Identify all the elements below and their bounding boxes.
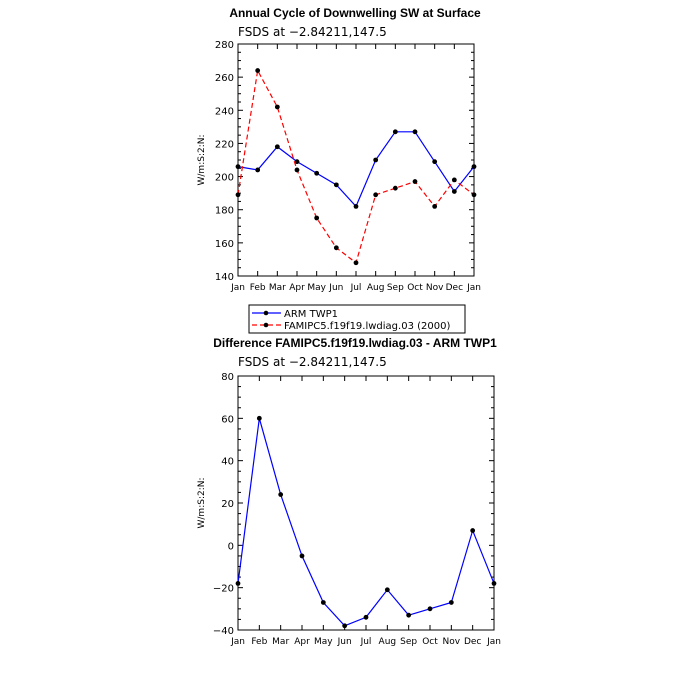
bottom-series-0-point bbox=[235, 581, 241, 586]
top-xtick-label: Oct bbox=[407, 283, 423, 293]
top-series-1-point bbox=[451, 177, 457, 183]
top-series-0-point bbox=[432, 159, 438, 165]
bottom-chart-subtitle: FSDS at −2.84211,147.5 bbox=[238, 355, 387, 369]
top-xtick-label: Feb bbox=[250, 283, 266, 293]
top-xtick-label: Mar bbox=[269, 283, 286, 293]
top-chart-subtitle: FSDS at −2.84211,147.5 bbox=[238, 25, 387, 39]
top-series-1-point bbox=[294, 167, 300, 173]
top-series-0-point bbox=[294, 159, 300, 165]
bottom-xtick-label: Jan bbox=[230, 637, 245, 647]
top-series-1-point bbox=[353, 260, 359, 266]
top-xtick-label: Jul bbox=[350, 283, 362, 293]
bottom-chart-ylabel: W/m:S:2:N: bbox=[197, 478, 207, 529]
legend-marker-arm bbox=[263, 310, 269, 316]
bottom-series-0-point bbox=[320, 600, 326, 605]
top-series-0-point bbox=[451, 189, 457, 194]
bottom-series-0-point bbox=[448, 600, 454, 605]
bottom-xtick-label: Sep bbox=[400, 637, 417, 647]
top-series-0-point bbox=[255, 167, 261, 173]
bottom-series-0-point bbox=[470, 528, 476, 533]
bottom-xtick-label: Jul bbox=[360, 637, 372, 647]
top-series-0-point bbox=[392, 129, 398, 135]
top-xtick-label: Jan bbox=[466, 283, 481, 293]
bottom-xtick-label: Apr bbox=[294, 637, 310, 647]
top-series-0-point bbox=[353, 204, 359, 209]
top-ytick-label: 260 bbox=[215, 73, 234, 84]
top-series-0-point bbox=[412, 129, 418, 135]
legend-label-model: FAMIPC5.f19f19.lwdiag.03 (2000) bbox=[284, 321, 450, 332]
top-series-1-point bbox=[373, 192, 379, 198]
bottom-xtick-label: Dec bbox=[464, 637, 481, 647]
bottom-ytick-label: 0 bbox=[228, 541, 234, 552]
legend-marker-model bbox=[263, 322, 269, 328]
bottom-chart-panel: Difference FAMIPC5.f19f19.lwdiag.03 - AR… bbox=[197, 336, 501, 647]
top-chart-panel: Annual Cycle of Downwelling SW at Surfac… bbox=[197, 6, 481, 293]
top-series-0-point bbox=[373, 157, 379, 163]
top-series-0-point bbox=[471, 164, 477, 170]
top-series-1-point bbox=[471, 192, 477, 198]
bottom-ytick-label: −20 bbox=[213, 584, 234, 595]
legend-label-arm: ARM TWP1 bbox=[284, 309, 338, 320]
top-ytick-label: 180 bbox=[215, 206, 234, 217]
bottom-ytick-label: 40 bbox=[221, 457, 234, 468]
top-series-0-point bbox=[314, 170, 320, 176]
top-ytick-label: 160 bbox=[215, 239, 234, 250]
bottom-xtick-label: Mar bbox=[272, 637, 289, 647]
top-ytick-label: 220 bbox=[215, 139, 234, 150]
legend: ARM TWP1 FAMIPC5.f19f19.lwdiag.03 (2000) bbox=[248, 304, 466, 334]
bottom-chart-title: Difference FAMIPC5.f19f19.lwdiag.03 - AR… bbox=[213, 336, 497, 350]
bottom-series-0-point bbox=[427, 606, 433, 612]
bottom-ytick-label: 20 bbox=[221, 499, 234, 510]
top-xtick-label: May bbox=[307, 283, 326, 293]
bottom-xtick-label: May bbox=[314, 637, 333, 647]
bottom-plot-frame bbox=[237, 375, 495, 631]
top-series-1-point bbox=[333, 245, 339, 251]
bottom-series-line-0 bbox=[237, 418, 495, 627]
bottom-series-0-point bbox=[256, 415, 262, 421]
top-xtick-label: Sep bbox=[387, 283, 404, 293]
top-series-0-point bbox=[235, 164, 241, 170]
top-xtick-label: Nov bbox=[426, 283, 444, 293]
bottom-series-0-point bbox=[342, 623, 348, 629]
bottom-xtick-label: Jun bbox=[337, 637, 352, 647]
bottom-series-0-point bbox=[278, 492, 284, 497]
bottom-series-0-point bbox=[491, 581, 497, 586]
bottom-ytick-label: 80 bbox=[221, 372, 234, 383]
bottom-ytick-label: −40 bbox=[213, 626, 234, 637]
top-xtick-label: Jan bbox=[230, 283, 245, 293]
top-ytick-label: 200 bbox=[215, 173, 234, 184]
top-ytick-label: 280 bbox=[215, 40, 234, 51]
bottom-series-0-point bbox=[406, 612, 412, 618]
top-ytick-label: 240 bbox=[215, 106, 234, 117]
bottom-series-0-point bbox=[299, 553, 305, 559]
top-series-1-point bbox=[412, 179, 418, 184]
top-chart-ylabel: W/m:S:2:N: bbox=[197, 135, 207, 186]
bottom-series-0-point bbox=[384, 587, 390, 593]
top-series-1-point bbox=[314, 215, 320, 221]
bottom-ytick-label: 60 bbox=[221, 414, 234, 425]
top-series-0-point bbox=[274, 144, 280, 150]
top-series-0-point bbox=[333, 182, 339, 188]
top-xtick-label: Dec bbox=[446, 283, 463, 293]
legend-box bbox=[248, 304, 466, 334]
top-ytick-label: 140 bbox=[215, 272, 234, 283]
top-xtick-label: Apr bbox=[289, 283, 305, 293]
top-series-1-point bbox=[432, 204, 438, 209]
top-series-line-0 bbox=[237, 131, 475, 208]
top-plot-frame bbox=[237, 43, 475, 277]
bottom-series-0-point bbox=[363, 614, 369, 620]
bottom-xtick-label: Nov bbox=[443, 637, 461, 647]
bottom-xtick-label: Aug bbox=[379, 637, 397, 647]
top-xtick-label: Jun bbox=[328, 283, 343, 293]
top-xtick-label: Aug bbox=[367, 283, 385, 293]
bottom-xtick-label: Feb bbox=[251, 637, 267, 647]
top-series-1-point bbox=[274, 104, 280, 110]
top-series-1-point bbox=[255, 68, 261, 73]
bottom-xtick-label: Jan bbox=[486, 637, 501, 647]
top-series-1-point bbox=[392, 185, 398, 191]
bottom-xtick-label: Oct bbox=[422, 637, 438, 647]
top-series-1-point bbox=[235, 192, 241, 198]
top-chart-title: Annual Cycle of Downwelling SW at Surfac… bbox=[229, 6, 481, 20]
